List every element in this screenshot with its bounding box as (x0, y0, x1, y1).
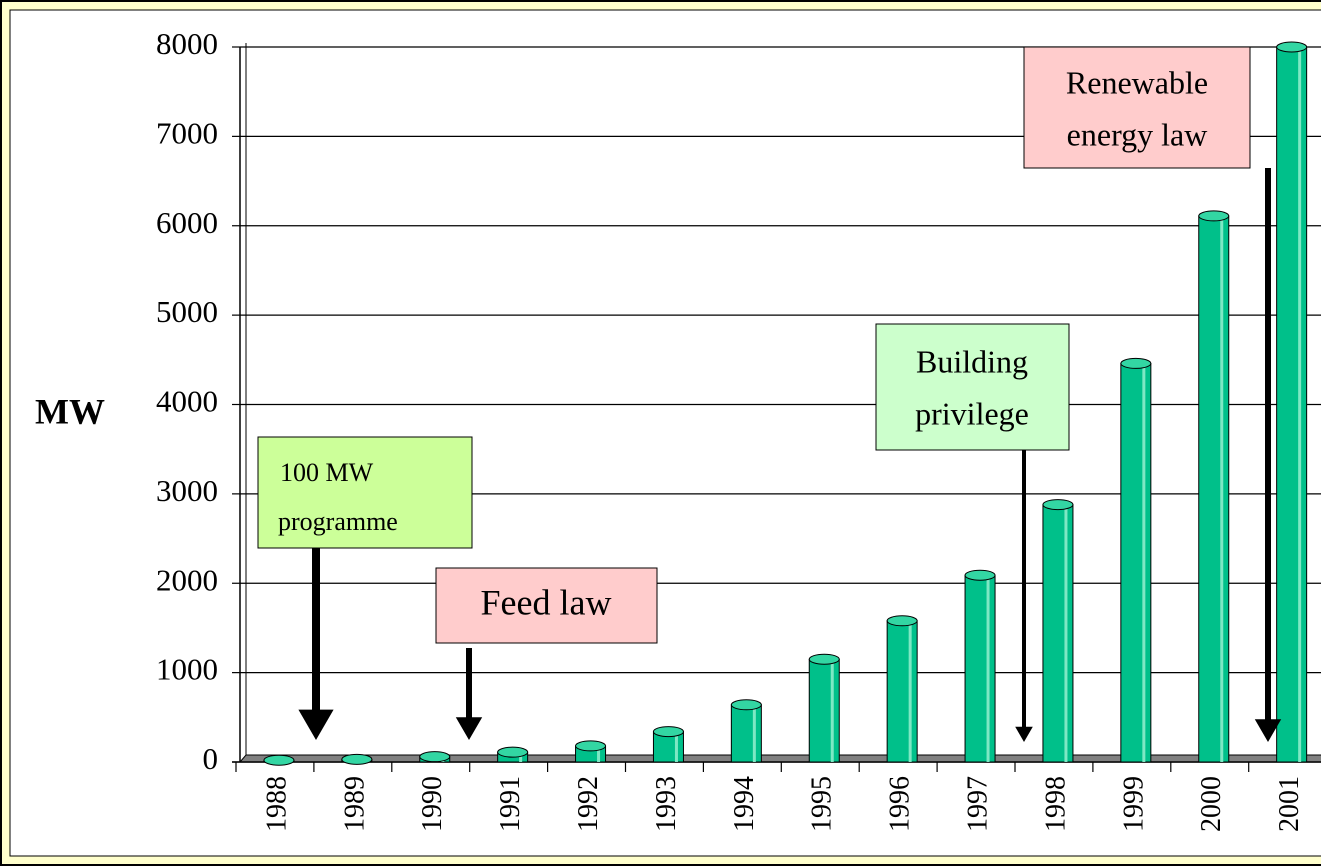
bar-top (1120, 357, 1152, 369)
floor (238, 754, 1321, 763)
bar-top (652, 726, 684, 738)
bar-top (808, 653, 840, 665)
annotation-arrowhead (455, 717, 483, 740)
annotation-box (875, 323, 1070, 451)
x-tick-label: 2001 (1274, 776, 1305, 832)
bar-top (1198, 210, 1230, 222)
y-tick-label: 6000 (156, 205, 218, 240)
x-tick-label: 1995 (807, 776, 838, 832)
annotation-box (257, 436, 473, 549)
bar-top (497, 746, 529, 758)
bar (886, 620, 918, 763)
annotation-text: privilege (915, 395, 1029, 431)
x-tick-label: 1992 (573, 776, 604, 832)
bar-top (886, 615, 918, 627)
x-tick-label: 1999 (1118, 776, 1149, 832)
y-tick-label: 8000 (156, 26, 218, 61)
x-tick-label: 1990 (417, 776, 448, 832)
x-tick-label: 1998 (1040, 776, 1071, 832)
y-tick-label: 2000 (156, 562, 218, 597)
x-tick-label: 1996 (885, 776, 916, 832)
y-tick-label: 4000 (156, 384, 218, 419)
bar (964, 574, 996, 763)
bar (1276, 46, 1308, 763)
bar (808, 658, 840, 763)
x-tick-label: 1988 (261, 776, 292, 832)
y-tick-label: 0 (203, 741, 219, 776)
x-tick-label: 1989 (339, 776, 370, 832)
annotation-arrowhead (1015, 726, 1033, 742)
annotation-text: Building (916, 343, 1028, 379)
bar-top (730, 699, 762, 711)
y-tick-label: 3000 (156, 473, 218, 508)
x-tick-label: 1997 (962, 776, 993, 832)
annotation-arrowhead (1254, 719, 1282, 742)
annotation-box (435, 567, 658, 644)
y-axis-label: MW (35, 391, 105, 431)
bar-top (964, 569, 996, 581)
x-tick-label: 2000 (1196, 776, 1227, 832)
annotation-box (1023, 46, 1251, 169)
bar-top (419, 751, 451, 763)
bar-top (263, 754, 295, 766)
y-tick-label: 7000 (156, 115, 218, 150)
x-tick-label: 1993 (651, 776, 682, 832)
y-tick-label: 1000 (156, 652, 218, 687)
annotation-text: Feed law (481, 582, 612, 622)
annotation-text: programme (278, 507, 398, 536)
bar-top (1276, 41, 1308, 53)
bar (1042, 504, 1074, 763)
bar (730, 704, 762, 763)
annotation-text: energy law (1067, 116, 1208, 152)
annotation-arrowhead (298, 709, 334, 740)
bar-top (1042, 499, 1074, 511)
x-tick-label: 1994 (729, 776, 760, 832)
y-tick-label: 5000 (156, 294, 218, 329)
bar-top (575, 740, 607, 752)
bar (1198, 215, 1230, 763)
annotation-text: 100 MW (280, 458, 374, 487)
bar-top (341, 753, 373, 765)
annotation-text: Renewable (1066, 64, 1208, 100)
x-tick-label: 1991 (495, 776, 526, 832)
bar (1120, 362, 1152, 763)
